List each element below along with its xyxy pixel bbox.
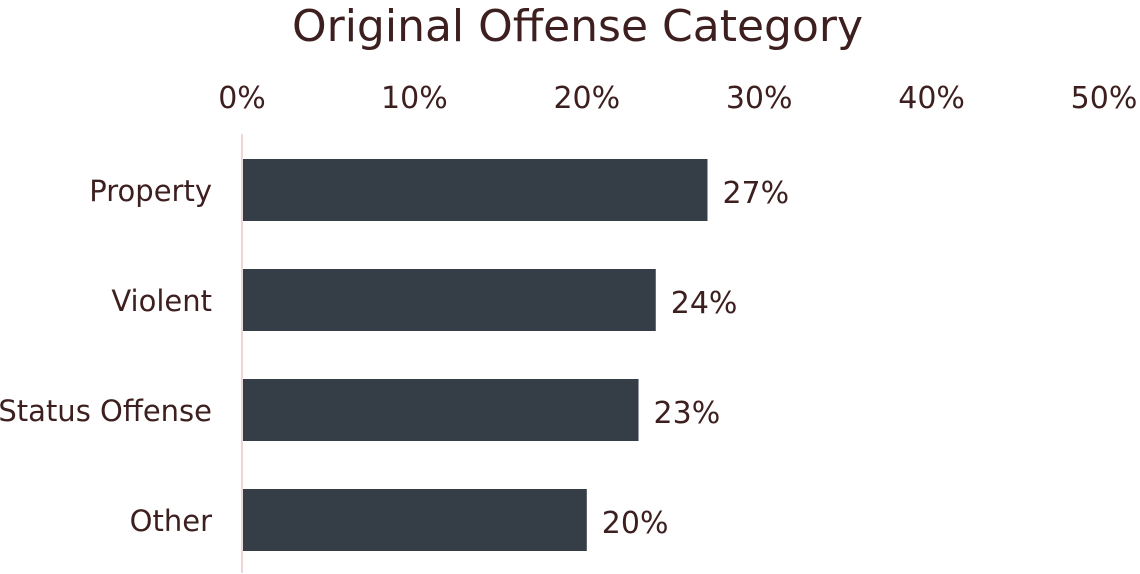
category-label: Property bbox=[89, 174, 212, 208]
bar bbox=[243, 159, 708, 221]
x-tick-label: 30% bbox=[726, 81, 793, 116]
data-label: 23% bbox=[654, 396, 721, 431]
data-label: 24% bbox=[671, 286, 738, 321]
category-label: Violent bbox=[111, 284, 212, 318]
category-label: Status Offense bbox=[0, 394, 212, 428]
bar bbox=[243, 269, 656, 331]
data-label: 27% bbox=[722, 176, 789, 211]
x-tick-label: 20% bbox=[553, 81, 620, 116]
chart-title: Original Offense Category bbox=[291, 1, 864, 52]
category-label: Other bbox=[130, 504, 212, 538]
x-tick-label: 40% bbox=[898, 81, 965, 116]
x-tick-label: 10% bbox=[381, 81, 448, 116]
data-label: 20% bbox=[602, 506, 669, 541]
bar bbox=[243, 379, 639, 441]
x-tick-label: 50% bbox=[1071, 81, 1138, 116]
x-tick-label: 0% bbox=[218, 81, 266, 116]
bar bbox=[243, 489, 587, 551]
